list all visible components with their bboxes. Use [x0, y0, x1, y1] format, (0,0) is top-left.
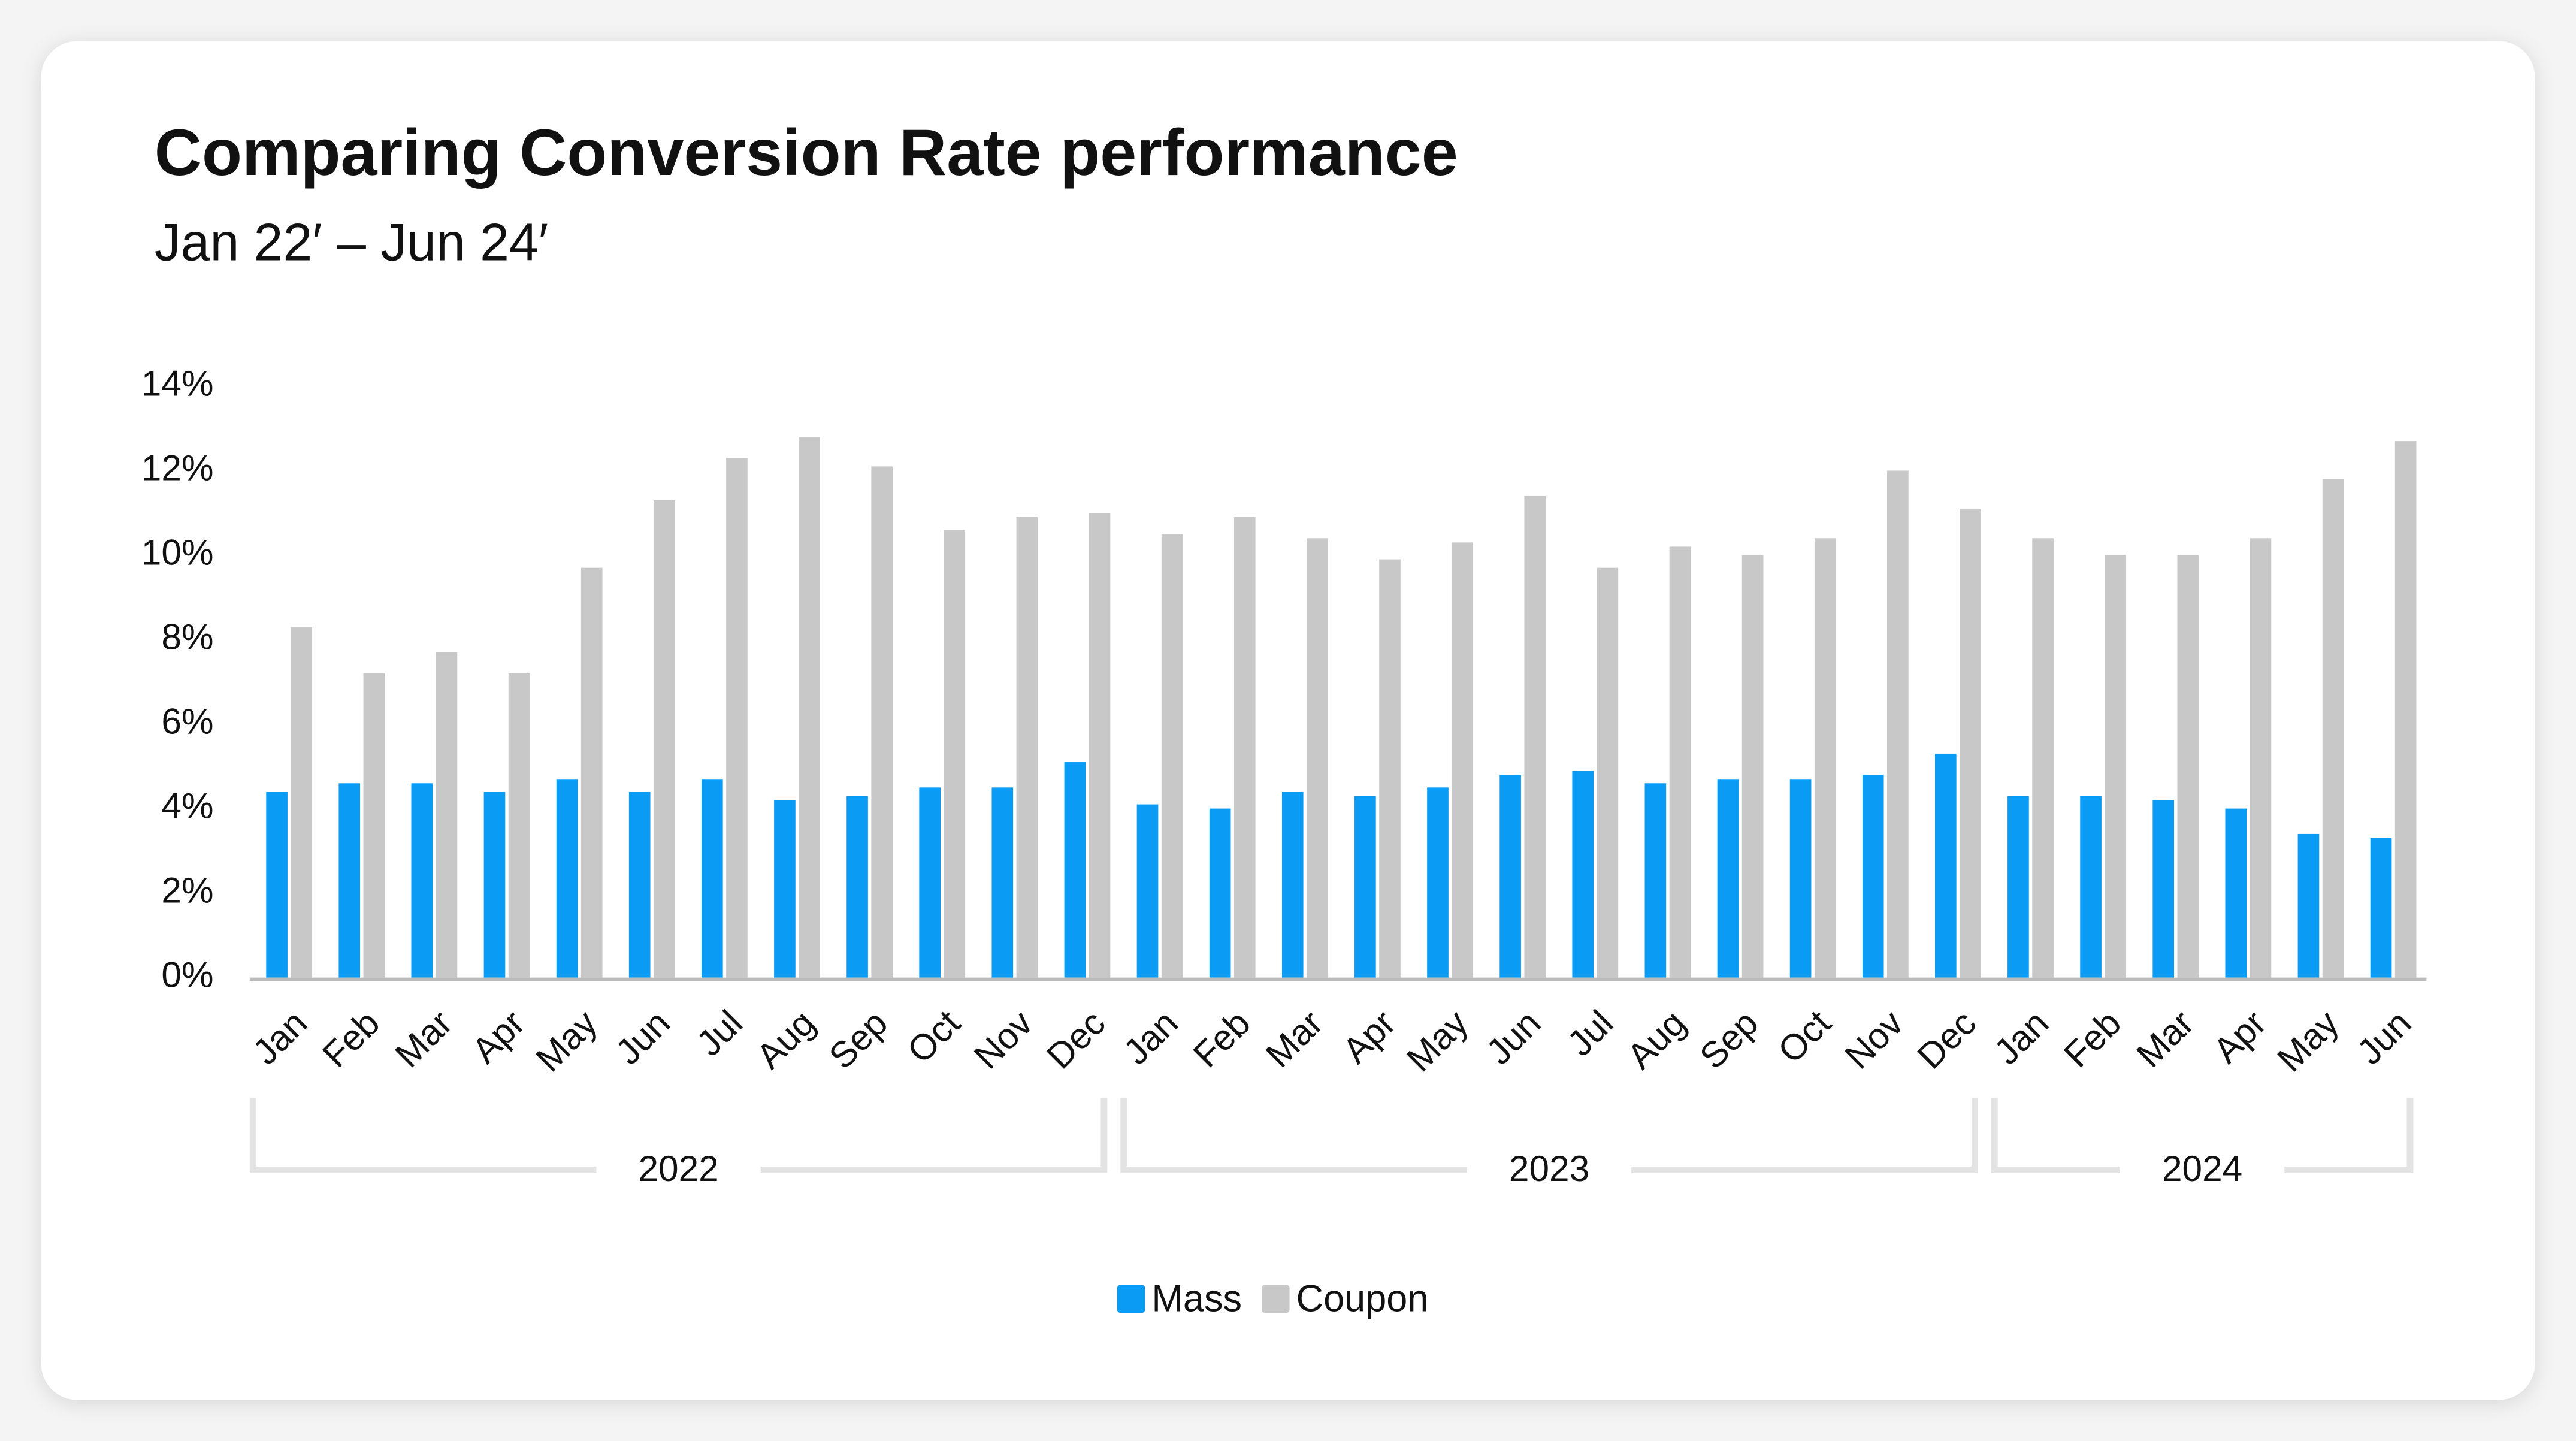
y-tick-label: 12%	[141, 447, 214, 488]
bar	[1499, 775, 1521, 978]
bar	[1281, 792, 1304, 978]
bar	[1572, 771, 1594, 978]
bar	[580, 567, 603, 978]
bar	[508, 673, 530, 978]
bar	[2032, 538, 2054, 978]
bar	[1935, 753, 1957, 978]
bar	[411, 783, 433, 978]
bar	[1960, 508, 1981, 978]
bar	[1452, 542, 1473, 978]
bar	[1089, 512, 1111, 978]
y-tick-label: 14%	[141, 362, 214, 403]
bar	[2225, 808, 2247, 978]
chart-subtitle: Jan 22′ – Jun 24′	[155, 213, 548, 272]
bar	[944, 530, 966, 978]
chart-title: Comparing Conversion Rate performance	[155, 116, 1458, 189]
bar	[1307, 538, 1328, 978]
bar	[1717, 779, 1739, 978]
legend-swatch	[1261, 1285, 1290, 1313]
bar	[1789, 779, 1812, 978]
bar	[2322, 479, 2344, 978]
bar	[1741, 555, 1764, 978]
bar	[799, 437, 820, 978]
legend-label: Coupon	[1296, 1278, 1429, 1320]
bar	[363, 673, 385, 978]
bar	[1814, 538, 1836, 978]
bar	[1597, 567, 1619, 978]
bar	[2007, 796, 2029, 978]
y-tick-label: 8%	[161, 616, 213, 657]
group-bracket	[1120, 1097, 1978, 1174]
bar	[1669, 546, 1691, 978]
bar	[556, 779, 578, 978]
bar	[1862, 775, 1884, 978]
y-tick-label: 2%	[161, 870, 213, 911]
bar	[1233, 517, 1256, 978]
bar	[2177, 555, 2199, 978]
legend-swatch	[1117, 1285, 1145, 1313]
bar	[1644, 783, 1667, 978]
bar	[919, 787, 941, 978]
y-tick-label: 0%	[161, 954, 213, 995]
bar	[726, 458, 748, 978]
bar	[436, 652, 458, 978]
bar	[338, 783, 361, 978]
bar	[2394, 441, 2417, 978]
bar	[2080, 796, 2102, 978]
group-bracket	[249, 1097, 1108, 1174]
bar	[2250, 538, 2272, 978]
bar	[774, 800, 796, 978]
bar	[628, 792, 651, 978]
y-tick-label: 10%	[141, 531, 214, 572]
bar	[701, 779, 723, 978]
y-tick-label: 4%	[161, 786, 213, 826]
bar	[2105, 555, 2127, 978]
group-label: 2022	[638, 1148, 718, 1189]
bar	[654, 500, 675, 978]
bar	[846, 796, 868, 978]
bar	[1161, 534, 1183, 978]
group-bracket	[1991, 1097, 2414, 1174]
bar	[1524, 496, 1546, 978]
bar	[1887, 470, 1909, 978]
bar	[991, 787, 1014, 978]
bar	[483, 792, 506, 978]
bar	[1379, 559, 1401, 978]
bar	[2297, 833, 2320, 978]
bar	[1354, 796, 1376, 978]
bar	[1016, 517, 1038, 978]
y-tick-label: 6%	[161, 701, 213, 742]
card	[41, 41, 2535, 1400]
group-label: 2024	[2162, 1148, 2242, 1189]
bar	[1427, 787, 1449, 978]
bar	[1209, 808, 1231, 978]
bar	[1064, 762, 1086, 978]
legend-label: Mass	[1151, 1278, 1242, 1320]
bar	[871, 466, 893, 978]
bar	[1136, 804, 1159, 978]
group-label: 2023	[1509, 1148, 1589, 1189]
bar	[266, 792, 288, 978]
bar	[2370, 838, 2392, 978]
bar	[291, 627, 313, 978]
bar	[2152, 800, 2175, 978]
